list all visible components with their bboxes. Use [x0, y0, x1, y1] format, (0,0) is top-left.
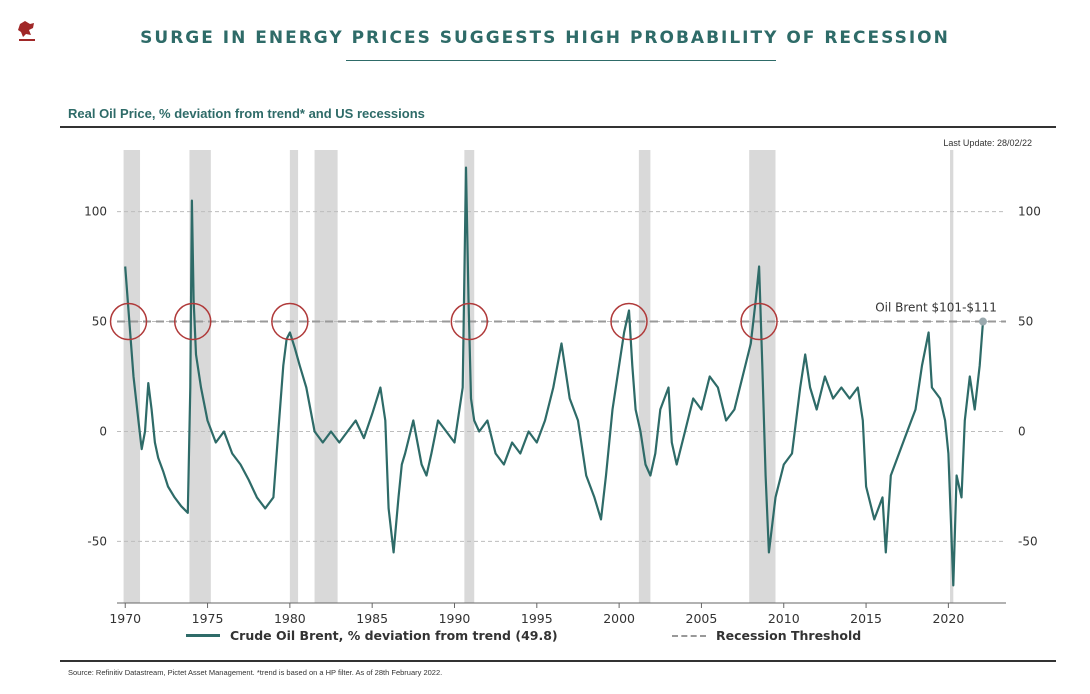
recession-band-3: [314, 150, 338, 603]
legend-label-threshold: Recession Threshold: [716, 628, 862, 643]
y-tick-right-100: 100: [1018, 205, 1041, 219]
threshold-circle-3: [450, 302, 489, 341]
recession-band-2: [289, 150, 299, 603]
y-tick-left--50: -50: [87, 534, 107, 548]
title-underline: [346, 60, 776, 61]
threshold-circle-5: [740, 302, 778, 341]
threshold-circle-2: [271, 302, 309, 341]
y-tick-right-50: 50: [1018, 315, 1033, 329]
y-tick-right-0: 0: [1018, 424, 1026, 438]
x-tick-2005: 2005: [686, 611, 718, 626]
threshold-circle-4: [610, 302, 648, 341]
chart-legend: Crude Oil Brent, % deviation from trend …: [186, 628, 906, 648]
x-tick-1975: 1975: [192, 611, 224, 626]
x-tick-1970: 1970: [109, 611, 141, 626]
threshold-circle-0: [109, 302, 148, 341]
subtitle-divider: [60, 126, 1056, 128]
y-tick-left-50: 50: [92, 315, 107, 329]
recession-band-4: [464, 150, 475, 603]
latest-value-marker: [978, 317, 987, 326]
recession-band-0: [123, 150, 141, 603]
y-tick-right--50: -50: [1018, 534, 1038, 548]
x-tick-1990: 1990: [439, 611, 471, 626]
series-line-brent: [124, 166, 985, 587]
company-logo: [14, 18, 40, 44]
legend-item-series: Crude Oil Brent, % deviation from trend …: [186, 628, 558, 643]
x-tick-1985: 1985: [356, 611, 388, 626]
y-tick-left-0: 0: [99, 424, 107, 438]
chart-subtitle: Real Oil Price, % deviation from trend* …: [68, 106, 425, 121]
x-tick-1980: 1980: [274, 611, 306, 626]
legend-label-series: Crude Oil Brent, % deviation from trend …: [230, 628, 558, 643]
legend-item-threshold: Recession Threshold: [672, 628, 861, 643]
x-tick-2015: 2015: [850, 611, 882, 626]
x-tick-1995: 1995: [521, 611, 553, 626]
x-tick-2020: 2020: [932, 611, 964, 626]
annotation-oil-brent: Oil Brent $101-$111: [875, 301, 997, 315]
last-update-label: Last Update: 28/02/22: [943, 138, 1032, 148]
recession-band-7: [950, 150, 954, 603]
footer-divider: [60, 660, 1056, 662]
page-title: SURGE IN ENERGY PRICES SUGGESTS HIGH PRO…: [140, 28, 950, 48]
threshold-circle-1: [173, 302, 212, 341]
source-note: Source: Refinitiv Datastream, Pictet Ass…: [68, 668, 443, 677]
legend-swatch-threshold: [672, 634, 706, 637]
recession-band-5: [638, 150, 651, 603]
x-tick-2000: 2000: [603, 611, 635, 626]
y-tick-left-100: 100: [84, 205, 107, 219]
legend-swatch-series: [186, 634, 220, 637]
x-tick-2010: 2010: [768, 611, 800, 626]
